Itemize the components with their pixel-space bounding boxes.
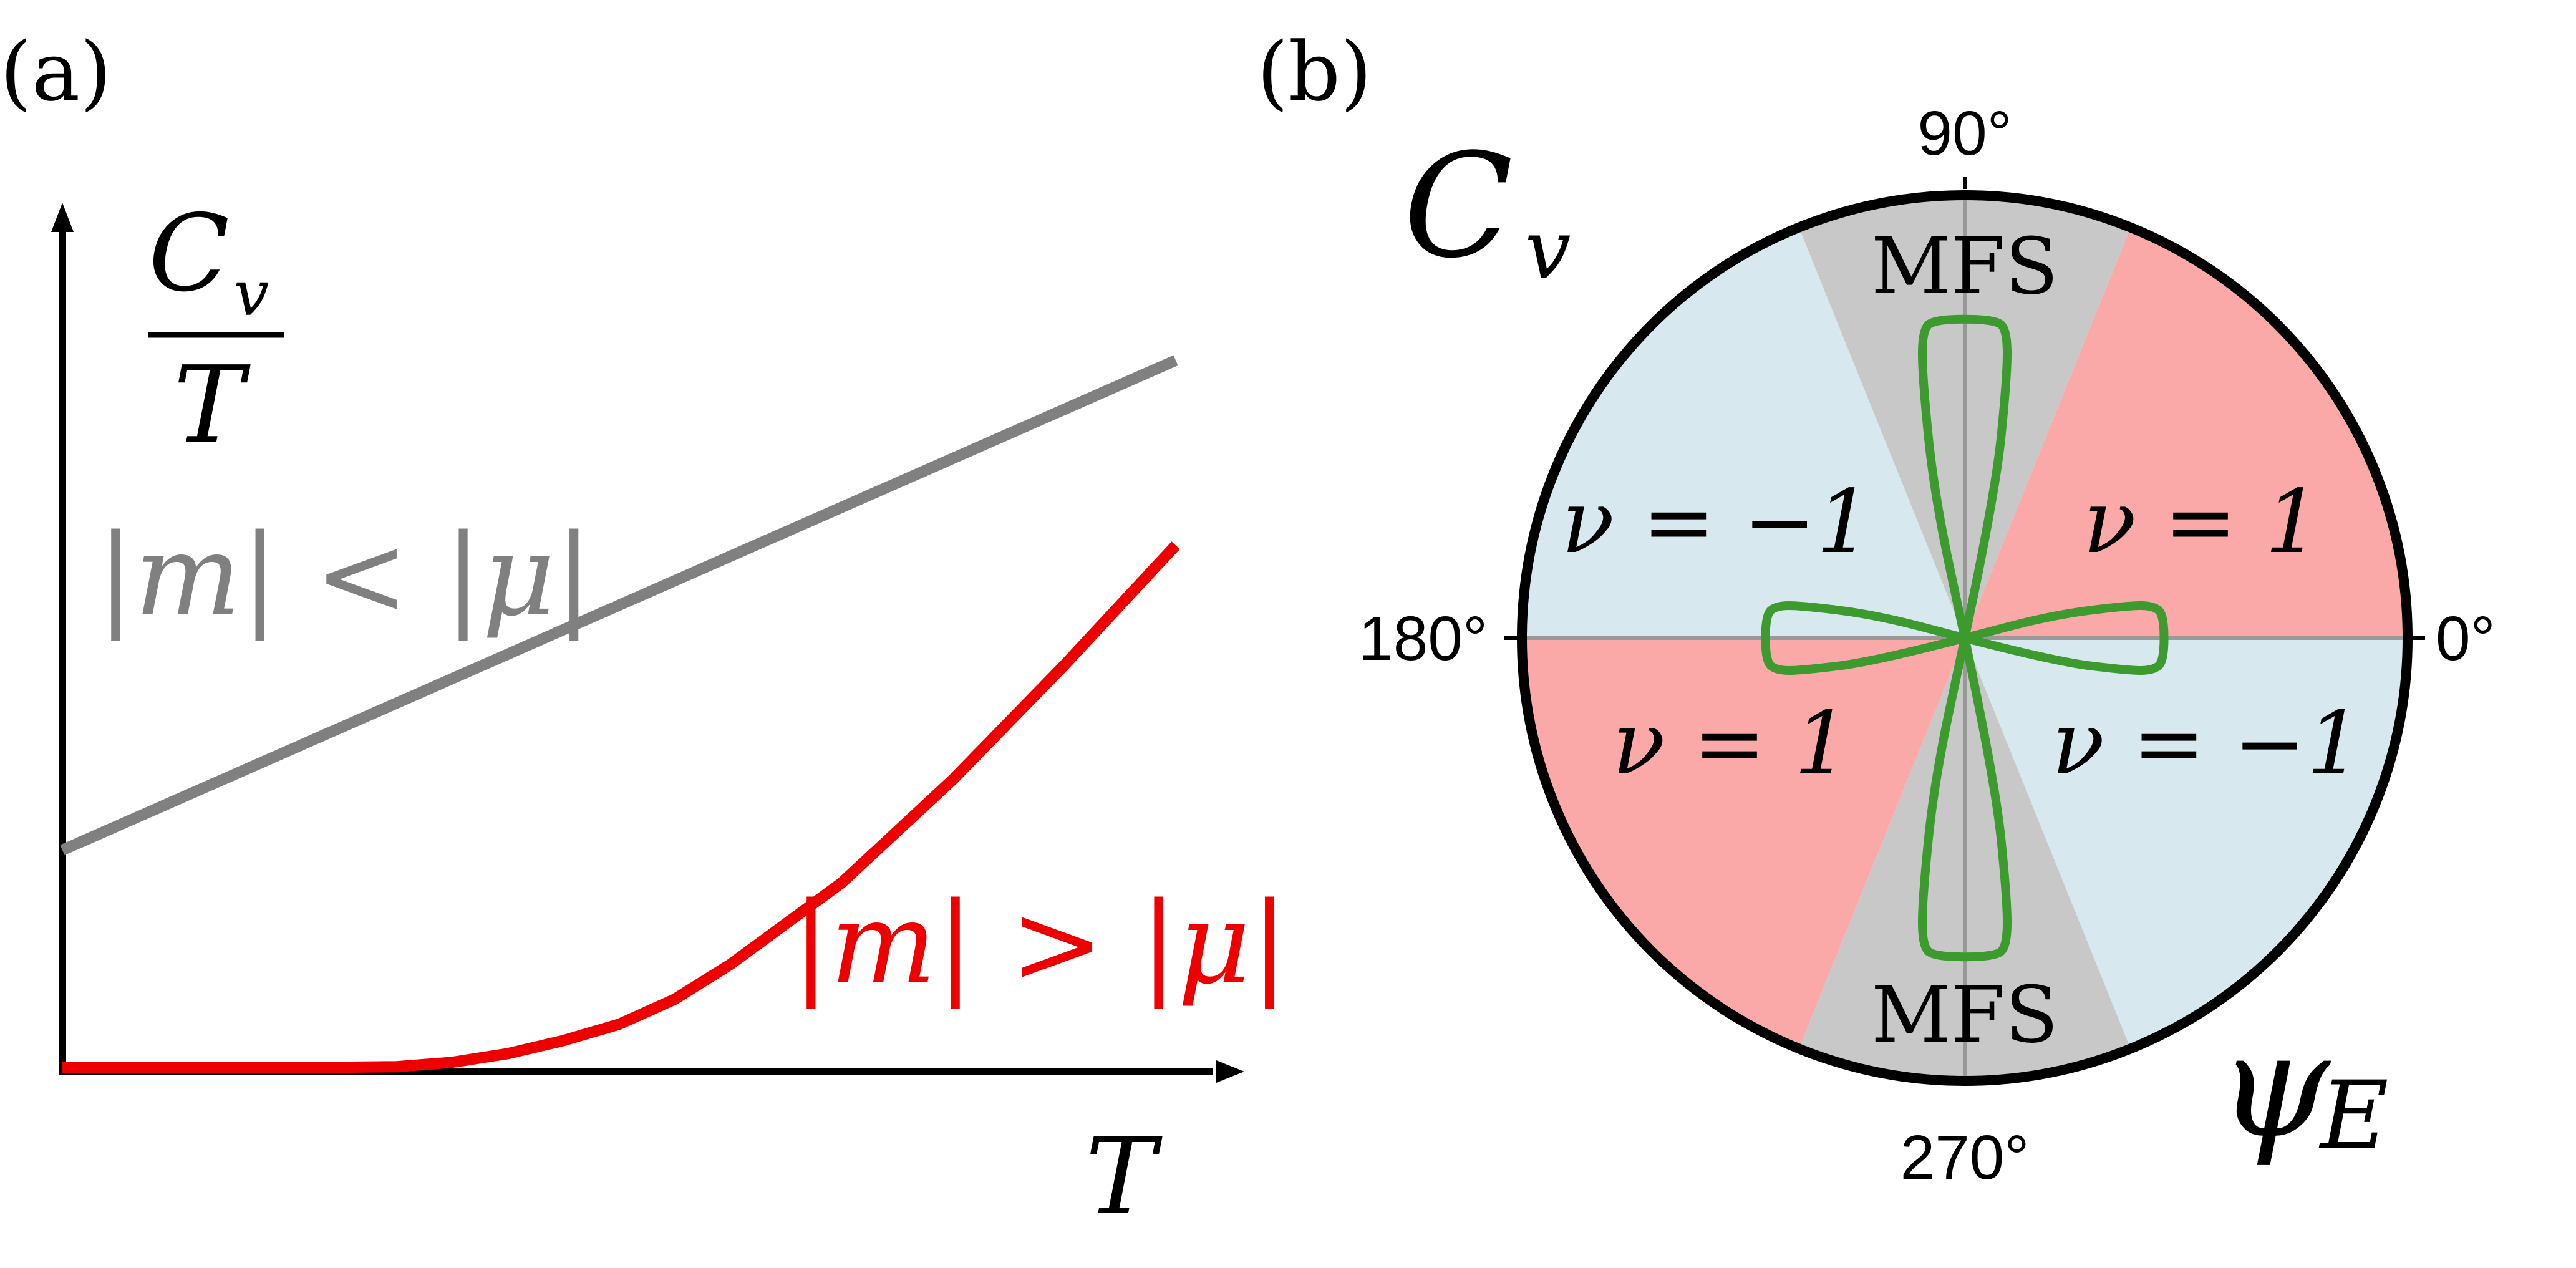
sector-label-upper-right: ν = 1 <box>2083 472 2321 573</box>
y-label-numerator-sub: v <box>234 257 269 330</box>
polar-sector-2 <box>1522 227 1965 638</box>
angle-label-0: 0° <box>2436 604 2496 674</box>
y-axis-arrow <box>51 203 74 232</box>
sector-label-top-mfs: MFS <box>1871 221 2058 312</box>
angular-label-psi: ψ <box>2217 1003 2331 1169</box>
polar-sector-0 <box>1965 227 2408 638</box>
radial-axis-label: C v <box>1403 123 1571 297</box>
angle-label-270: 270° <box>1901 1123 2030 1193</box>
x-axis-label: T <box>1085 1115 1163 1239</box>
series-line-m-greater-mu <box>62 541 1180 1073</box>
series-label-m-less-mu: |m| < |μ| <box>97 511 593 641</box>
polar-rim <box>1517 190 2413 1086</box>
radial-label-sub: v <box>1525 202 1571 297</box>
x-axis-arrow <box>1216 1060 1244 1083</box>
polar-curve-cv <box>1761 314 2169 962</box>
panel-b: (b) 0° 90° 180° 270° ν = −1 ν = 1 ν = 1 … <box>1257 24 2496 1193</box>
polar-sector-5 <box>1965 638 2408 1049</box>
panel-b-label: (b) <box>1257 24 1372 119</box>
angle-label-180: 180° <box>1358 604 1488 674</box>
angle-label-90: 90° <box>1917 99 2012 168</box>
panel-a: (a) C v T T |m| < |μ| |m| > |μ| <box>0 24 1289 1239</box>
angular-axis-label: ψ E <box>2217 1003 2389 1170</box>
polar-sector-3 <box>1522 638 1965 1049</box>
series-line-m-less-mu <box>60 355 1178 856</box>
angular-label-sub: E <box>2318 1062 2389 1170</box>
y-label-numerator: C <box>148 192 230 316</box>
y-axis-label: C v T <box>148 192 284 467</box>
sector-label-lower-left: ν = 1 <box>1612 693 1850 795</box>
radial-label-c: C <box>1403 123 1513 290</box>
y-label-denominator: T <box>173 344 251 467</box>
panel-a-label: (a) <box>0 24 112 119</box>
sector-label-bottom-mfs: MFS <box>1871 970 2058 1060</box>
sector-label-upper-left: ν = −1 <box>1561 472 1872 573</box>
sector-label-lower-right: ν = −1 <box>2051 693 2362 795</box>
series-label-m-greater-mu: |m| > |μ| <box>792 879 1289 1009</box>
